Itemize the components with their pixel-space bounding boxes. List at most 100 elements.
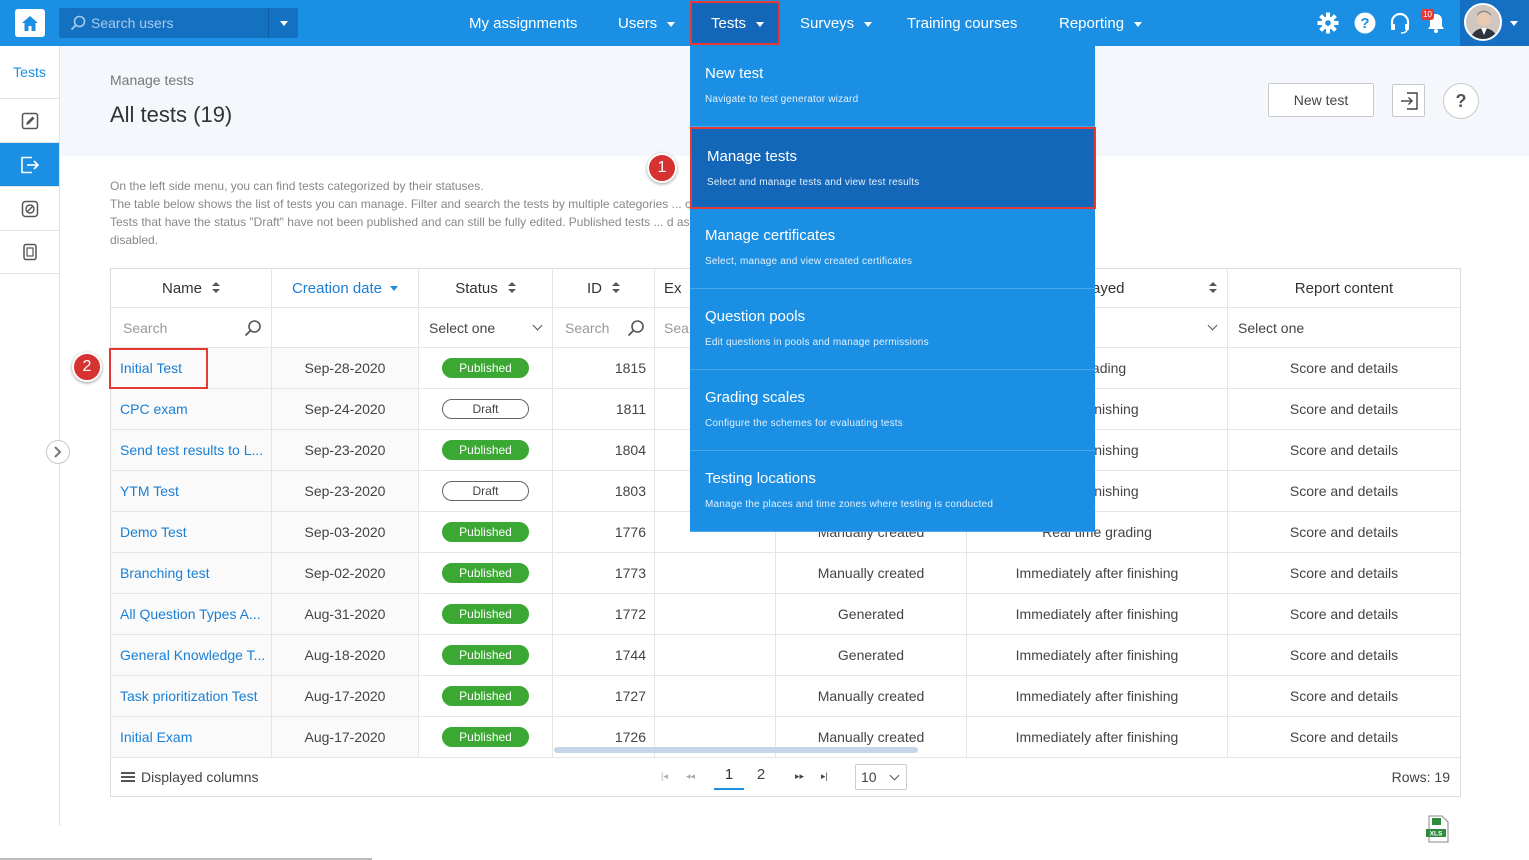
settings-gear-icon[interactable]: [1316, 11, 1340, 35]
left-sidebar: Tests: [0, 46, 60, 826]
previous-page-icon[interactable]: ◂◂: [686, 771, 696, 781]
cell-creation-date: Sep-23-2020: [272, 430, 419, 470]
table-row[interactable]: Initial Exam Aug-17-2020 Published 1726 Manu…: [111, 717, 1460, 758]
cell-status: Published: [419, 594, 553, 634]
archive-icon: [22, 243, 37, 261]
column-header-report-content[interactable]: Report content: [1228, 269, 1460, 307]
test-name-link[interactable]: Initial Exam: [120, 729, 193, 745]
cell-ex: [655, 717, 776, 757]
table-row[interactable]: Demo Test Sep-03-2020 Published 1776 Manuall…: [111, 512, 1460, 553]
table-row[interactable]: Task prioritization Test Aug-17-2020 Publi…: [111, 676, 1460, 717]
test-name-link[interactable]: Task prioritization Test: [120, 688, 258, 704]
test-name-link[interactable]: Branching test: [120, 565, 210, 581]
column-header-name[interactable]: Name: [111, 269, 272, 307]
nav-tests[interactable]: Tests: [690, 1, 781, 45]
cell-name[interactable]: Task prioritization Test: [111, 676, 272, 716]
nav-surveys[interactable]: Surveys: [800, 0, 873, 46]
page-help-button[interactable]: ?: [1443, 83, 1479, 119]
sidebar-tab-tests[interactable]: Tests: [13, 64, 46, 80]
cell-report-content: Score and details: [1228, 717, 1460, 757]
status-badge: Published: [442, 522, 529, 542]
cell-name[interactable]: Branching test: [111, 553, 272, 593]
nav-users[interactable]: Users: [618, 0, 676, 46]
cell-creation-date: Sep-03-2020: [272, 512, 419, 552]
sidebar-item-published[interactable]: [0, 142, 59, 186]
results-filter-select[interactable]: [967, 308, 1228, 347]
user-menu[interactable]: [1460, 0, 1529, 46]
cell-status: Published: [419, 430, 553, 470]
page-1-button[interactable]: 1: [714, 766, 744, 790]
cell-name[interactable]: General Knowledge T...: [111, 635, 272, 675]
cell-value: Generated: [837, 606, 905, 622]
displayed-columns-button[interactable]: Displayed columns: [121, 757, 259, 797]
sidebar-item-suspended[interactable]: [0, 186, 59, 230]
cell-name[interactable]: YTM Test: [111, 471, 272, 511]
search-icon: [627, 319, 644, 336]
tests-dropdown-menu: New test Navigate to test generator wizar…: [690, 46, 1096, 532]
publish-export-icon: [20, 156, 39, 173]
status-filter-select[interactable]: Select one: [419, 308, 553, 347]
menu-item-testing-locations[interactable]: Testing locations Manage the places and t…: [690, 451, 1095, 532]
new-test-button[interactable]: New test: [1268, 83, 1374, 117]
test-name-link[interactable]: Initial Test: [120, 360, 182, 376]
help-question-icon[interactable]: ?: [1353, 11, 1377, 35]
cell-name[interactable]: Initial Exam: [111, 717, 272, 757]
cell-name[interactable]: All Question Types A...: [111, 594, 272, 634]
test-name-link[interactable]: Send test results to L...: [120, 442, 264, 458]
table-row[interactable]: General Knowledge T... Aug-18-2020 Publish…: [111, 635, 1460, 676]
status-badge: Draft: [442, 481, 529, 501]
test-name-link[interactable]: General Knowledge T...: [120, 647, 266, 663]
report-filter-select[interactable]: Select one: [1228, 308, 1460, 347]
cell-creation: Generated: [776, 635, 967, 675]
cell-name[interactable]: Initial Test: [111, 348, 272, 388]
chevron-down-icon: [889, 770, 900, 781]
test-name-link[interactable]: YTM Test: [120, 483, 179, 499]
name-filter[interactable]: Search: [111, 308, 272, 347]
export-xls-icon[interactable]: XLS: [1426, 815, 1450, 843]
column-header-id[interactable]: ID: [553, 269, 655, 307]
last-page-icon[interactable]: ▸|: [821, 771, 828, 781]
menu-item-manage-tests[interactable]: Manage tests Select and manage tests and …: [690, 127, 1096, 209]
nav-training-courses[interactable]: Training courses: [907, 0, 1017, 46]
first-page-icon[interactable]: |◂: [661, 771, 668, 781]
date-filter[interactable]: [272, 308, 419, 347]
column-header-status[interactable]: Status: [419, 269, 553, 307]
cell-report-content: Score and details: [1228, 553, 1460, 593]
table-row[interactable]: Send test results to L... Sep-23-2020 Publ…: [111, 430, 1460, 471]
cell-value: Manually created: [817, 565, 925, 581]
menu-item-grading-scales[interactable]: Grading scales Configure the schemes for …: [690, 370, 1095, 451]
cell-creation: Manually created: [776, 553, 967, 593]
nav-my-assignments[interactable]: My assignments: [469, 0, 577, 46]
sidebar-expand-button[interactable]: [46, 440, 70, 464]
menu-item-subtitle: Navigate to test generator wizard: [705, 94, 859, 105]
cell-value: Score and details: [1289, 360, 1399, 376]
menu-item-new-test[interactable]: New test Navigate to test generator wizar…: [690, 46, 1095, 127]
column-header-creation-date[interactable]: Creation date: [272, 269, 419, 307]
cell-name[interactable]: CPC exam: [111, 389, 272, 429]
next-page-icon[interactable]: ▸▸: [795, 771, 805, 781]
sidebar-item-archived[interactable]: [0, 230, 59, 274]
table-row[interactable]: All Question Types A... Aug-31-2020 Publis…: [111, 594, 1460, 635]
test-name-link[interactable]: Demo Test: [120, 524, 187, 540]
menu-item-question-pools[interactable]: Question pools Edit questions in pools an…: [690, 289, 1095, 370]
menu-item-subtitle: Select, manage and view created certific…: [705, 256, 913, 267]
cell-value: Immediately after finishing: [1015, 647, 1179, 663]
nav-reporting[interactable]: Reporting: [1059, 0, 1143, 46]
test-name-link[interactable]: CPC exam: [120, 401, 188, 417]
search-dropdown-button[interactable]: [268, 8, 298, 38]
page-2-button[interactable]: 2: [756, 766, 766, 783]
table-row[interactable]: Branching test Sep-02-2020 Published 1773 Ma…: [111, 553, 1460, 594]
test-name-link[interactable]: All Question Types A...: [120, 606, 261, 622]
home-button[interactable]: [15, 9, 45, 37]
cell-name[interactable]: Demo Test: [111, 512, 272, 552]
id-filter[interactable]: Search: [553, 308, 655, 347]
search-users-input[interactable]: [91, 15, 261, 31]
cell-name[interactable]: Send test results to L...: [111, 430, 272, 470]
menu-item-subtitle: Configure the schemes for evaluating tes…: [705, 418, 903, 429]
menu-item-manage-certificates[interactable]: Manage certificates Select, manage and vi…: [690, 208, 1095, 289]
page-size-select[interactable]: 10: [855, 764, 907, 790]
headset-support-icon[interactable]: [1388, 11, 1412, 35]
sidebar-item-drafts[interactable]: [0, 98, 59, 142]
export-button[interactable]: [1392, 84, 1425, 117]
horizontal-scrollbar[interactable]: [554, 747, 918, 753]
